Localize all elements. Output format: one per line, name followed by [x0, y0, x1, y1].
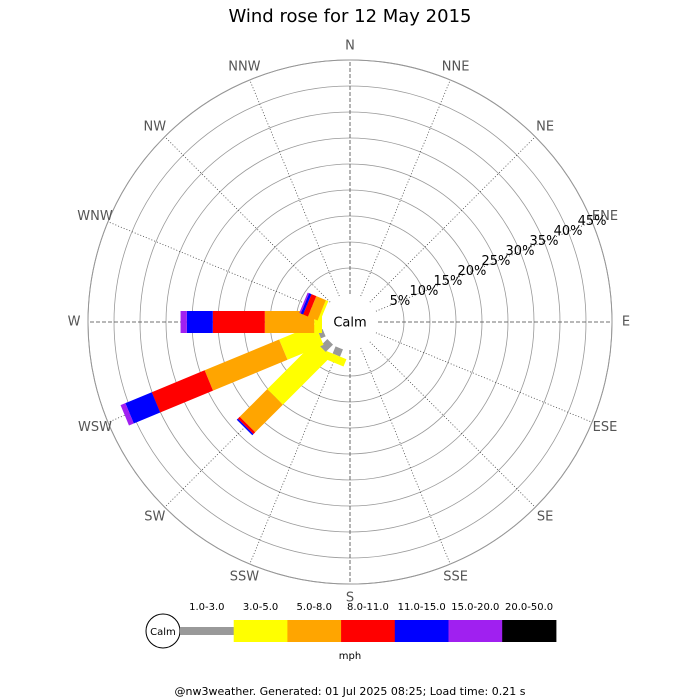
r-tick-label: 5% [390, 294, 411, 309]
legend-label: 11.0-15.0 [398, 602, 446, 613]
bar-segment [204, 339, 288, 391]
direction-label: SSW [230, 569, 260, 584]
grid-ring [87, 59, 613, 585]
calm-circle [322, 294, 378, 350]
legend-label: 8.0-11.0 [347, 602, 389, 613]
r-tick-label: 35% [530, 234, 559, 249]
bar-segment [264, 311, 315, 333]
spoke [164, 136, 331, 303]
direction-label: WNW [77, 209, 113, 224]
legend-swatch [233, 620, 288, 642]
direction-label: NNE [442, 60, 470, 75]
legend-swatch [394, 620, 449, 642]
legend-label: 20.0-50.0 [505, 602, 553, 613]
bar-segment [180, 311, 187, 333]
r-tick-label: 15% [433, 274, 462, 289]
bar-segment [125, 392, 161, 424]
footer: @nw3weather. Generated: 01 Jul 2025 08:2… [175, 685, 526, 698]
spoke [249, 347, 340, 565]
direction-label: NNW [228, 60, 260, 75]
legend-swatch [341, 620, 396, 642]
bar-segment [307, 296, 326, 321]
direction-label: NW [144, 119, 167, 134]
legend-calm-label: Calm [150, 627, 176, 638]
legend-label: 5.0-8.0 [297, 602, 332, 613]
bar-segment [236, 418, 254, 436]
legend-label: 15.0-20.0 [451, 602, 499, 613]
bar-segment [323, 350, 347, 367]
r-tick-label: 45% [578, 214, 607, 229]
calm-label: Calm [333, 316, 366, 331]
bar-segment [151, 370, 214, 413]
spoke [249, 79, 340, 297]
spoke [375, 221, 593, 312]
spoke [360, 79, 451, 297]
direction-label: E [622, 315, 630, 330]
bar-segment [239, 389, 283, 433]
direction-label: S [346, 591, 354, 606]
direction-label: ENE [592, 209, 618, 224]
direction-label: SE [537, 510, 553, 525]
bar-segment [332, 346, 343, 357]
spoke [369, 341, 536, 508]
legend-swatch [502, 620, 557, 642]
r-tick-label: 20% [457, 264, 486, 279]
bar-segment [299, 292, 310, 314]
legend-unit: mph [339, 651, 361, 662]
bar-segment [120, 403, 134, 426]
bar-segment [212, 311, 265, 333]
bar-segment [279, 324, 324, 360]
bar-segment [320, 338, 334, 352]
bars [120, 291, 381, 436]
grid [87, 59, 613, 585]
r-tick-label: 30% [506, 244, 535, 259]
bar-segment [300, 293, 312, 315]
bar-segment [237, 416, 256, 435]
legend-swatch [448, 620, 503, 642]
bar-segment [317, 300, 329, 322]
spoke [360, 347, 451, 565]
chart-title: Wind rose for 12 May 2015 [229, 6, 472, 27]
spoke [107, 221, 325, 312]
spoke [369, 136, 536, 303]
r-tick-label: 10% [409, 284, 438, 299]
r-tick-label: 40% [554, 224, 583, 239]
bar-segment [303, 294, 317, 317]
direction-label: WSW [78, 420, 112, 435]
legend-swatch [287, 620, 342, 642]
direction-label: W [68, 315, 81, 330]
legend-swatch [180, 627, 235, 635]
r-tick-label: 25% [482, 254, 511, 269]
direction-label: NE [536, 119, 554, 134]
direction-label: SSE [443, 569, 468, 584]
bar-segment [267, 341, 331, 405]
direction-label: N [345, 39, 355, 54]
legend-label: 3.0-5.0 [243, 602, 278, 613]
direction-label: SW [144, 510, 165, 525]
direction-label: ESE [593, 420, 618, 435]
legend-label: 1.0-3.0 [189, 602, 224, 613]
bar-segment [186, 311, 213, 333]
spoke [375, 332, 593, 423]
labels: N NNE NE ENE E ESE SE SSE S SSW SW WSW W WNW NW NNW Calm… [68, 39, 630, 649]
